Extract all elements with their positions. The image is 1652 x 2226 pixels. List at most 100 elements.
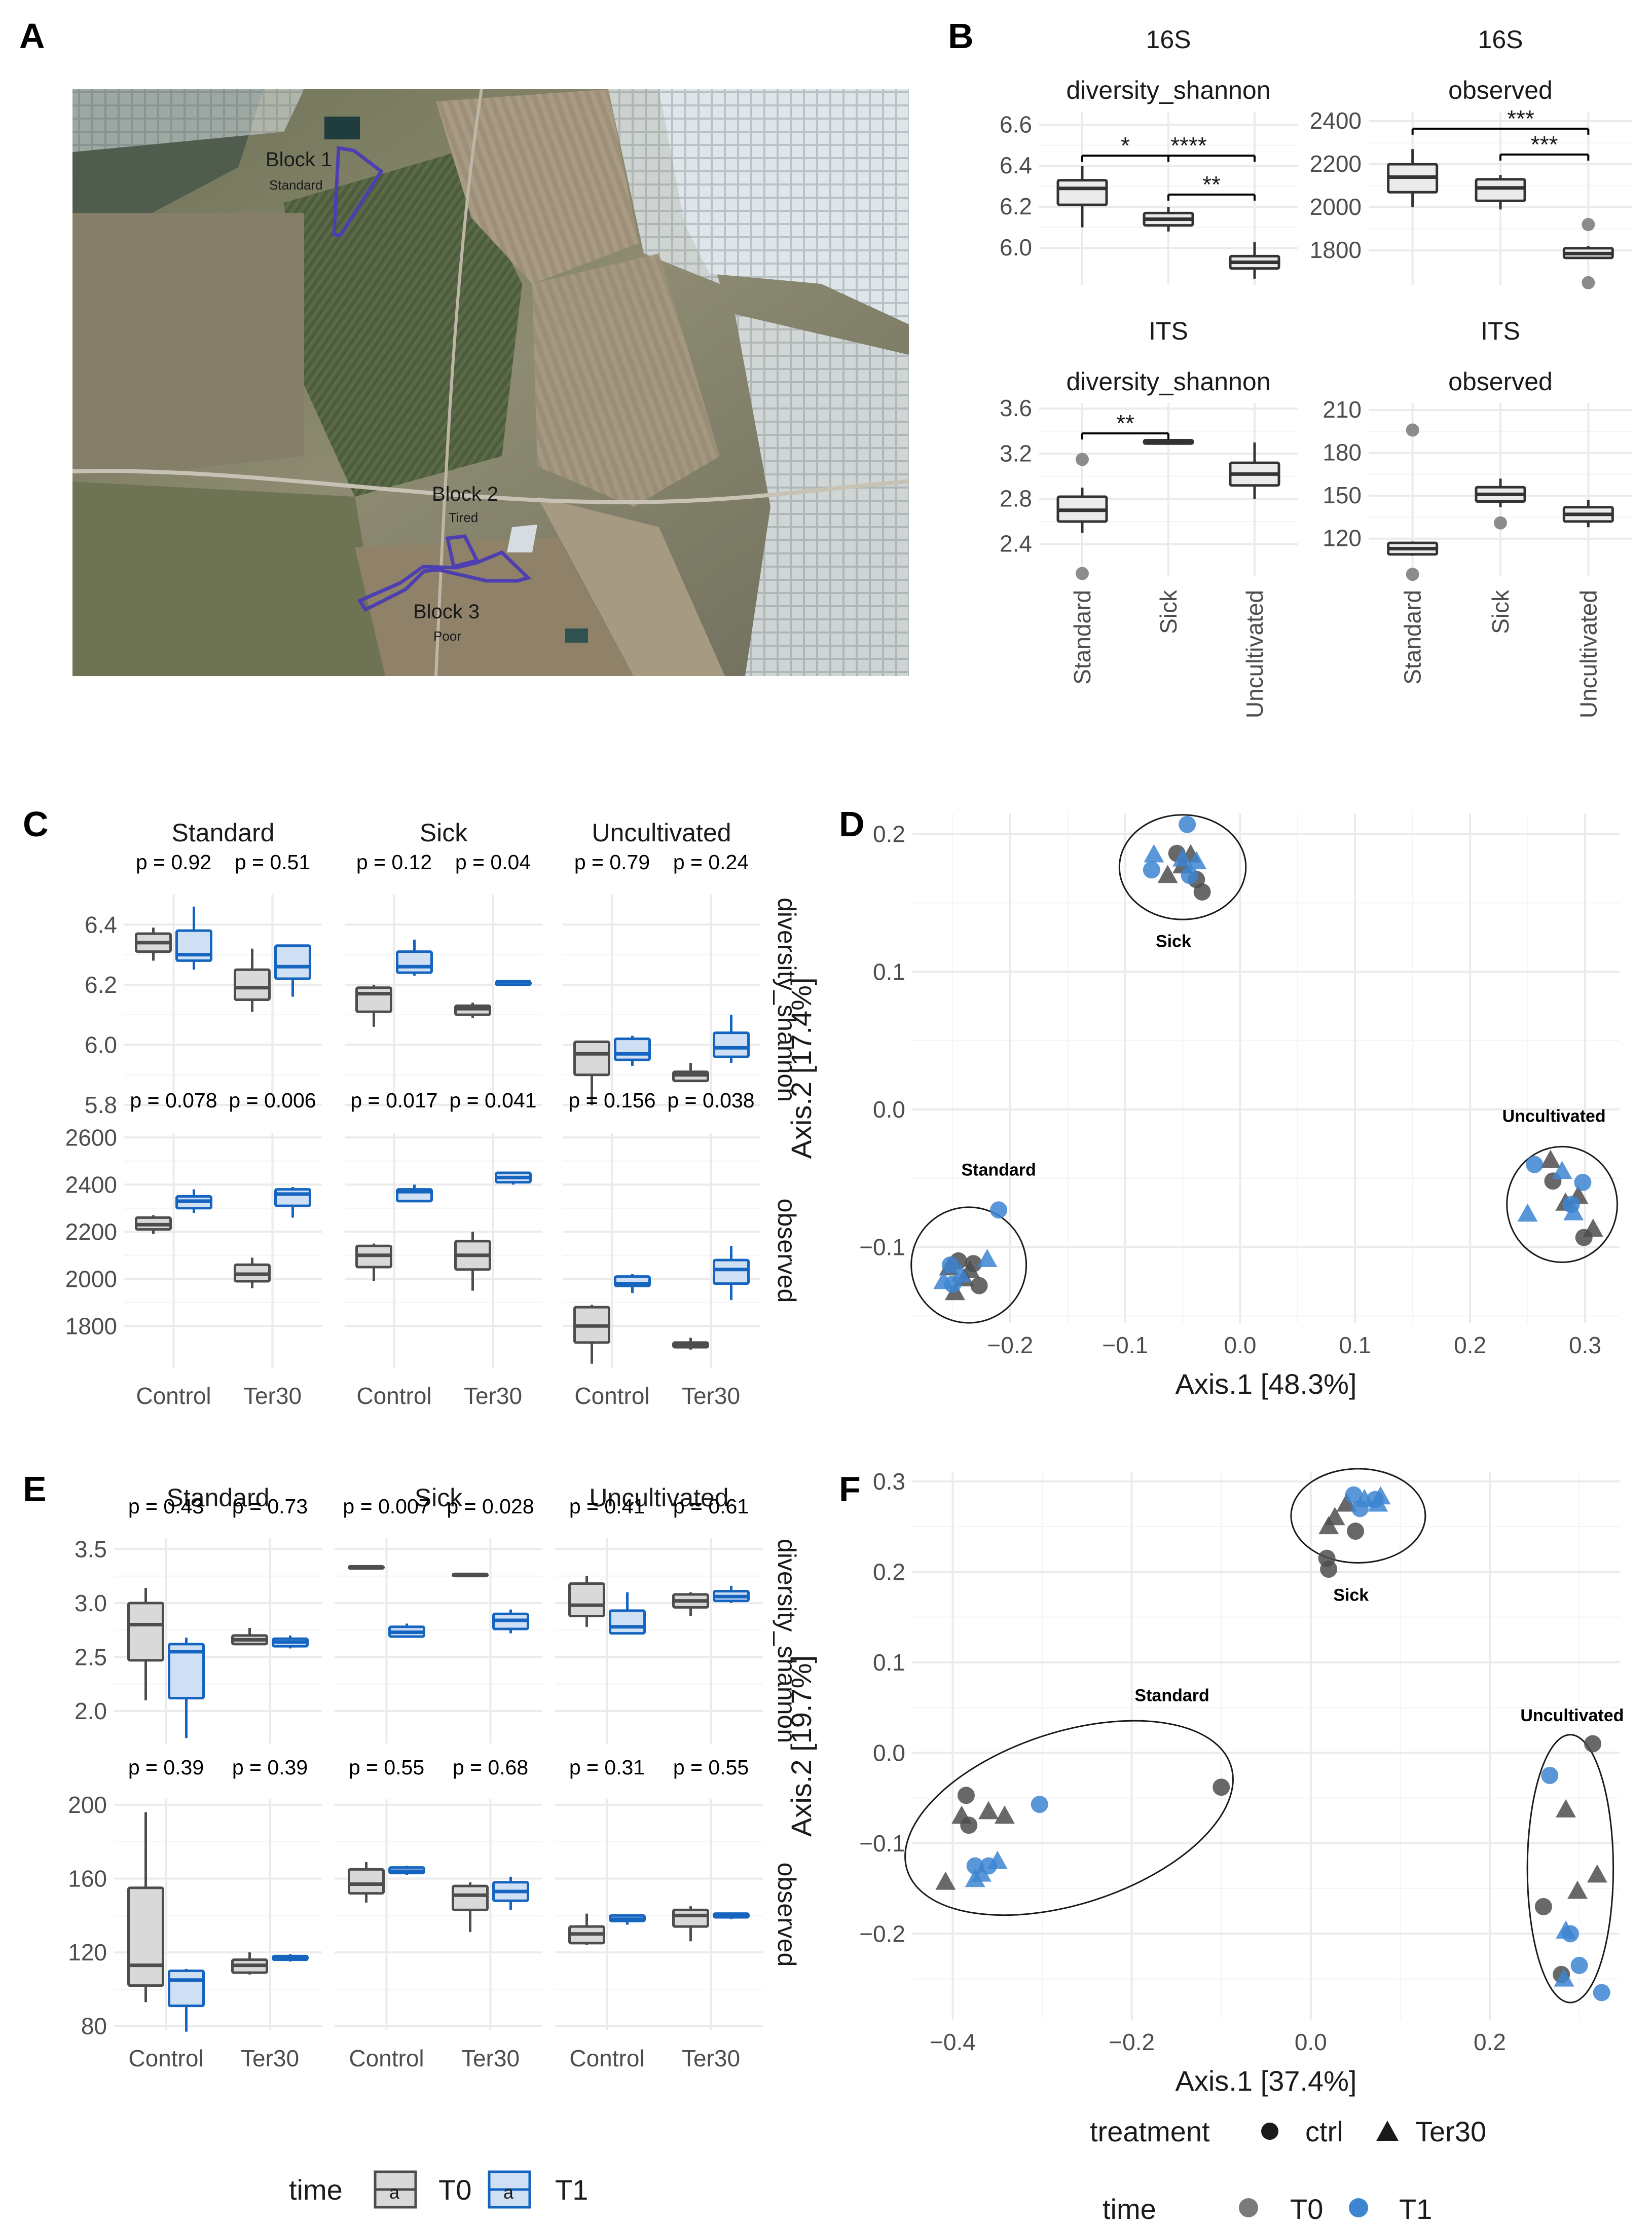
- significance-label: ****: [1170, 132, 1207, 159]
- p-value-label: p = 0.007: [343, 1495, 430, 1518]
- p-value-label: p = 0.79: [574, 850, 650, 874]
- y-tick-label: 6.2: [1000, 193, 1032, 219]
- x-tick-label: Control: [574, 1383, 649, 1409]
- y-tick-label: −0.2: [859, 1920, 905, 1947]
- box-t0-box: [672, 1908, 709, 1928]
- y-axis-title: Axis.2 [17.4%]: [785, 978, 817, 1159]
- cluster-label: Uncultivated: [1502, 1106, 1606, 1126]
- sample-point-ter30: [1554, 1968, 1574, 1987]
- legend-t1-box-label: T1: [555, 2174, 588, 2206]
- legend-t0-box-glyph: a: [389, 2182, 400, 2203]
- cluster-label: Sick: [1333, 1585, 1369, 1605]
- facet-group-label: Standard: [172, 819, 275, 847]
- sample-point-ctrl: [1584, 1735, 1602, 1753]
- y-tick-label: 6.0: [85, 1031, 117, 1058]
- outlier-point: [1494, 516, 1507, 530]
- panel-f-ordination: −0.4 −0.2 0.0 0.2 −0.2 −0.1 0.0 0.1 0.2 0.3 Axis.1…: [785, 1468, 1624, 2097]
- sample-point-ctrl: [957, 1787, 975, 1804]
- p-value-label: p = 0.55: [349, 1756, 424, 1779]
- y-tick-label: 2400: [1310, 107, 1362, 134]
- box-t0-box: [452, 1884, 489, 1911]
- sample-point-ter30: [1556, 1799, 1576, 1817]
- x-tick-label: 0.3: [1569, 1332, 1601, 1358]
- panel-b-label: B: [948, 16, 974, 56]
- box-t1-box: [396, 950, 433, 974]
- cluster-ellipse: [1506, 1145, 1618, 1263]
- block-2-name: Block 2: [432, 483, 498, 505]
- x-tick-label: 0.2: [1454, 1332, 1486, 1358]
- sample-point-ctrl: [960, 1816, 978, 1834]
- panel-e-label: E: [23, 1469, 47, 1509]
- y-tick-label: −0.1: [859, 1234, 905, 1260]
- sample-point-ter30: [978, 1801, 999, 1820]
- significance-label: ***: [1507, 105, 1534, 132]
- legend-t0-box-label: T0: [438, 2174, 471, 2206]
- p-value-label: p = 0.92: [136, 850, 211, 874]
- y-tick-label: 3.2: [1000, 440, 1032, 466]
- p-value-label: p = 0.12: [356, 850, 432, 874]
- y-tick-label: 2400: [65, 1171, 117, 1198]
- sample-point-ter30: [1563, 1202, 1584, 1220]
- sample-point-ter30: [1583, 1218, 1603, 1237]
- box-t1-box: [168, 1970, 205, 2008]
- significance-label: *: [1121, 132, 1130, 159]
- x-tick-label: −0.2: [1109, 2029, 1155, 2055]
- facet-group-label: Sick: [420, 819, 468, 847]
- y-tick-label: 2.5: [75, 1644, 107, 1670]
- y-tick-label: 6.0: [1000, 234, 1032, 261]
- x-tick-label: Ter30: [682, 2045, 740, 2071]
- facet-group-label: ITS: [1149, 317, 1188, 345]
- sample-point-ctrl: [1179, 815, 1196, 833]
- p-value-label: p = 0.39: [128, 1756, 204, 1779]
- box-t0-box: [573, 1041, 610, 1077]
- y-tick-label: 2.0: [75, 1698, 107, 1724]
- y-tick-label: 6.4: [85, 911, 117, 938]
- cluster-ellipse: [1290, 1468, 1426, 1564]
- facet-group-label: 16S: [1478, 25, 1523, 54]
- sample-point-ter30: [994, 1805, 1015, 1824]
- legend-t0-circle-icon: [1239, 2198, 1258, 2217]
- y-tick-label: 3.5: [75, 1536, 107, 1562]
- sample-point-ter30: [1552, 1161, 1572, 1179]
- facet-metric-label: observed: [1448, 76, 1553, 104]
- outlier-point: [1406, 423, 1419, 437]
- outlier-point: [1582, 218, 1595, 231]
- x-tick-label: Control: [569, 2045, 644, 2071]
- panel-d-label: D: [839, 804, 865, 844]
- x-axis-title: Axis.1 [48.3%]: [1176, 1368, 1357, 1400]
- sample-point-ter30: [1540, 1149, 1561, 1168]
- y-tick-label: 6.4: [1000, 152, 1032, 178]
- box-t1-box: [168, 1643, 205, 1699]
- p-value-label: p = 0.017: [350, 1089, 437, 1112]
- y-tick-label: 80: [81, 2013, 107, 2039]
- p-value-label: p = 0.73: [232, 1495, 308, 1518]
- sample-point-ter30: [1144, 844, 1164, 863]
- treatment-legend: treatment ctrl Ter30: [1090, 2116, 1486, 2147]
- block-3-name: Block 3: [413, 601, 480, 623]
- sample-point-ctrl: [1181, 867, 1198, 884]
- y-tick-label: 160: [68, 1866, 107, 1892]
- legend-t1-circle-icon: [1349, 2198, 1368, 2217]
- p-value-label: p = 0.078: [130, 1089, 217, 1112]
- box-t0-box: [234, 968, 271, 1001]
- facet-metric-label: diversity_shannon: [773, 898, 801, 1102]
- time-legend-boxes-title: time: [289, 2174, 343, 2206]
- box-t0-box: [348, 1868, 385, 1895]
- cluster-label: Standard: [1134, 1686, 1209, 1705]
- legend-ter30-triangle-icon: [1376, 2121, 1399, 2141]
- sample-point-ctrl: [1345, 1486, 1363, 1504]
- sample-point-ctrl: [941, 1256, 959, 1274]
- y-tick-label: 0.0: [873, 1096, 905, 1123]
- sample-point-ter30: [1172, 848, 1193, 867]
- x-tick-label: Ter30: [241, 2045, 299, 2071]
- box-sick-box: [1475, 178, 1526, 202]
- outlier-point: [1076, 453, 1089, 466]
- sample-point-ctrl: [1541, 1767, 1559, 1785]
- box-t1-box: [274, 1188, 311, 1207]
- y-axis-title: Axis.2 [19.7%]: [785, 1655, 817, 1837]
- sample-point-ter30: [1567, 1880, 1588, 1899]
- p-value-label: p = 0.04: [455, 850, 531, 874]
- block-1-note: Standard: [269, 177, 323, 193]
